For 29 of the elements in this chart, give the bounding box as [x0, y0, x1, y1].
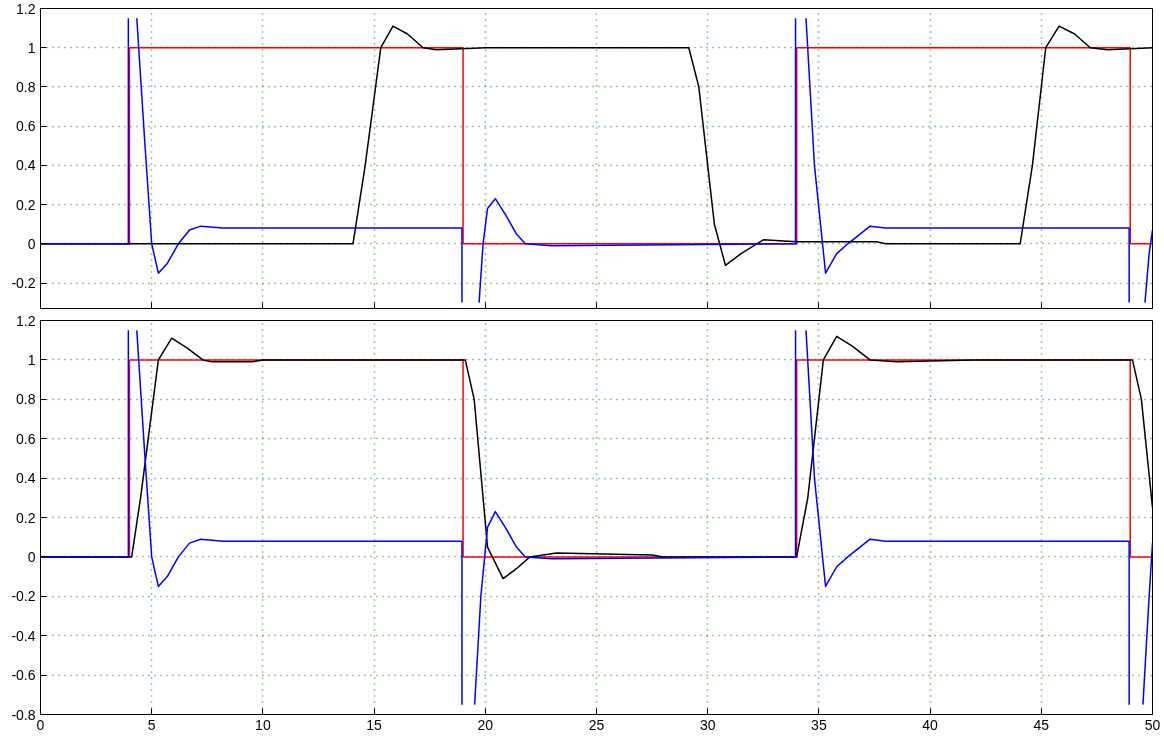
y-tick-label: -0.8 [11, 706, 36, 723]
x-tick-label: 10 [255, 716, 271, 733]
x-tick-label: 35 [811, 716, 827, 733]
y-tick-label: 0.6 [16, 430, 36, 447]
y-tick-label: 1.2 [16, 0, 36, 17]
y-tick-label: -0.2 [11, 588, 36, 605]
y-tick-label: 1 [27, 351, 36, 368]
x-tick-label: 25 [588, 716, 605, 733]
y-tick-label: 0 [27, 548, 36, 565]
y-tick-label: 0.6 [16, 118, 36, 135]
x-tick-label: 30 [699, 716, 716, 733]
y-tick-label: -0.4 [11, 627, 36, 644]
y-tick-label: 0 [27, 235, 36, 252]
x-tick-label: 50 [1144, 716, 1161, 733]
x-tick-label: 15 [366, 716, 383, 733]
y-tick-label: 1 [27, 39, 36, 56]
x-tick-label: 20 [477, 716, 494, 733]
y-tick-label: 0.4 [16, 470, 36, 487]
y-tick-label: -0.2 [11, 275, 36, 292]
y-tick-label: 1.2 [16, 312, 36, 329]
y-tick-label: 0.2 [16, 509, 36, 526]
y-tick-label: 0.8 [16, 78, 36, 95]
y-tick-label: 0.8 [16, 391, 36, 408]
y-tick-label: -0.6 [11, 667, 36, 684]
y-tick-label: 0.4 [16, 157, 36, 174]
x-tick-label: 5 [147, 716, 156, 733]
y-tick-label: 0.2 [16, 196, 36, 213]
x-tick-label: 40 [922, 716, 939, 733]
x-tick-label: 45 [1033, 716, 1050, 733]
